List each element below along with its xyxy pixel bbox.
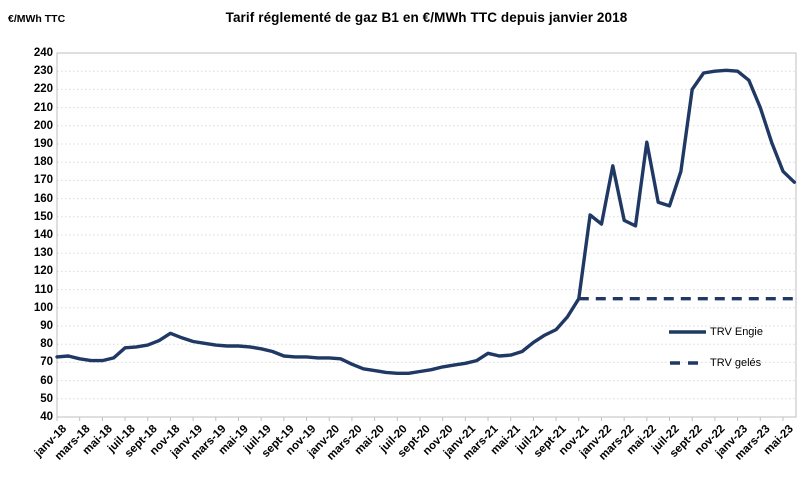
y-axis-tick-label: 200	[33, 119, 53, 132]
y-axis-tick-label: 80	[40, 338, 53, 351]
y-axis-tick-label: 110	[34, 283, 53, 296]
y-axis-tick-label: 170	[33, 174, 53, 187]
y-axis-tick-label: 190	[33, 138, 53, 150]
legend-item-trv-engie: TRV Engie	[669, 320, 763, 344]
y-axis-tick-label: 100	[33, 301, 53, 314]
chart-legend: TRV Engie TRV gelés	[669, 320, 763, 382]
y-axis-tick-label: 50	[40, 392, 53, 405]
legend-item-trv-geles: TRV gelés	[669, 351, 763, 375]
y-axis-tick-label: 240	[33, 47, 53, 59]
y-axis-tick-label: 70	[40, 356, 53, 369]
y-axis-tick-label: 120	[33, 265, 53, 278]
chart-title: Tarif réglementé de gaz B1 en €/MWh TTC …	[225, 10, 628, 25]
y-axis-tick-label: 210	[33, 101, 53, 114]
y-axis-tick-label: 220	[33, 83, 53, 96]
y-axis-tick-label: 130	[33, 247, 53, 260]
y-axis-unit-label: €/MWh TTC	[8, 13, 66, 25]
y-axis-tick-label: 60	[40, 374, 53, 387]
y-axis-tick-label: 230	[33, 65, 53, 78]
plot-frame	[56, 52, 797, 418]
trv-engie-line	[55, 68, 796, 375]
y-axis-tick-label: 40	[40, 411, 53, 423]
y-axis-tick-label: 140	[33, 229, 53, 241]
legend-label-trv-engie: TRV Engie	[710, 326, 763, 338]
dashed-line-swatch-icon	[670, 361, 705, 365]
legend-label-trv-geles: TRV gelés	[710, 357, 762, 369]
y-axis-tick-label: 160	[33, 192, 53, 205]
y-axis-tick-label: 90	[40, 320, 53, 332]
solid-line-swatch-icon	[669, 330, 706, 334]
y-axis-tick-label: 150	[33, 210, 53, 223]
y-axis-tick-label: 180	[33, 156, 53, 169]
